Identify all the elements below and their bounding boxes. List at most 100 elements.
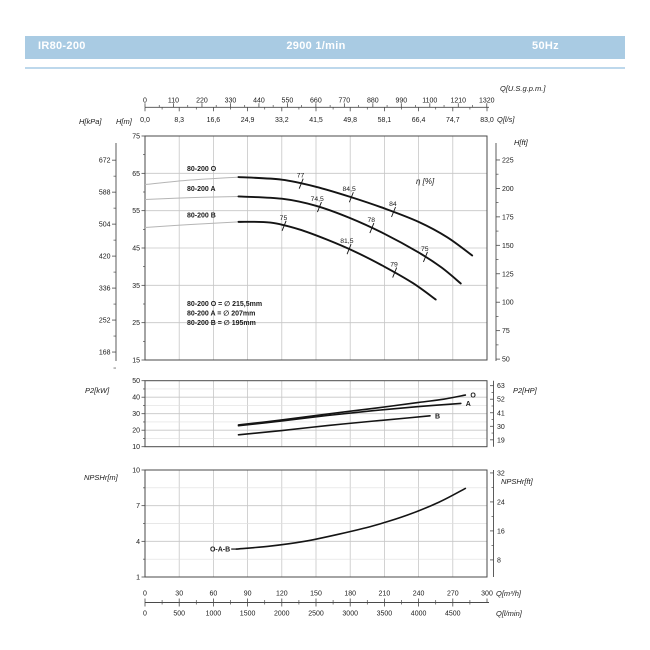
header-underline xyxy=(25,67,625,69)
lmin-tick-label: 3000 xyxy=(342,611,358,618)
lmin-tick-label: 2500 xyxy=(308,611,324,618)
header-bar: IR80-200 2900 1/min 50Hz xyxy=(25,36,625,59)
ls-tick-label: 0,0 xyxy=(140,117,150,124)
hft-tick-label: 125 xyxy=(502,271,514,278)
hm-tick-label: 55 xyxy=(132,208,140,215)
hp-tick-label: 30 xyxy=(497,424,505,431)
lmin-tick-label: 1000 xyxy=(206,611,222,618)
ls-tick-label: 83,0 xyxy=(480,117,494,124)
m3h-tick-label: 150 xyxy=(310,591,322,598)
ls-axis-label: Q[l/s] xyxy=(497,115,515,124)
hft-tick-label: 225 xyxy=(502,157,514,164)
hm-tick-label: 45 xyxy=(132,246,140,253)
m3h-tick-label: 60 xyxy=(210,591,218,598)
gpm-tick-label: 660 xyxy=(310,98,322,105)
gpm-tick-label: 770 xyxy=(339,98,351,105)
gpm-tick-label: 220 xyxy=(196,98,208,105)
m3h-tick-label: 180 xyxy=(344,591,356,598)
curve-name-label: 80-200 O xyxy=(187,166,217,173)
hft-tick-label: 100 xyxy=(502,300,514,307)
efficiency-label: 78 xyxy=(367,217,375,224)
pump-curve-B xyxy=(237,220,437,301)
kpa-tick-label: 504 xyxy=(99,222,111,229)
hft-tick-label: 75 xyxy=(502,328,510,335)
hft-tick-label: 175 xyxy=(502,214,514,221)
hft-tick-label: 50 xyxy=(502,357,510,364)
kpa-tick-label: 168 xyxy=(99,350,111,357)
ls-tick-label: 74,7 xyxy=(446,117,460,124)
impeller-diameter-label: 80-200 O = ∅ 215,5mm xyxy=(187,301,262,308)
hp-tick-label: 52 xyxy=(497,397,505,404)
efficiency-label: 77 xyxy=(297,173,305,180)
hm-axis-label: H[m] xyxy=(116,117,133,126)
hm-tick-label: 35 xyxy=(132,283,140,290)
lmin-tick-label: 3500 xyxy=(377,611,393,618)
ls-tick-label: 41,5 xyxy=(309,117,323,124)
hp-tick-label: 41 xyxy=(497,410,505,417)
pump-model-label: IR80-200 xyxy=(38,40,86,52)
m3h-tick-label: 300 xyxy=(481,591,493,598)
npshm-tick-label: 4 xyxy=(136,539,140,546)
kw-axis-label: P2[kW] xyxy=(85,386,110,395)
gpm-tick-label: 0 xyxy=(143,98,147,105)
kpa-tick-label: 588 xyxy=(99,190,111,197)
gpm-tick-label: 1100 xyxy=(422,98,437,105)
efficiency-label: 74,5 xyxy=(311,196,324,203)
m3h-tick-label: 240 xyxy=(413,591,425,598)
efficiency-tick xyxy=(298,178,304,189)
npshm-tick-label: 10 xyxy=(132,468,140,475)
kw-tick-label: 20 xyxy=(132,428,140,435)
kw-tick-label: 40 xyxy=(132,395,140,402)
kpa-tick-label: 420 xyxy=(99,254,111,261)
efficiency-tick xyxy=(423,251,428,263)
kpa-tick-label: 252 xyxy=(99,318,111,325)
hp-tick-label: 63 xyxy=(497,383,505,390)
power-curve-label: O xyxy=(470,393,476,400)
gpm-tick-label: 440 xyxy=(253,98,265,105)
efficiency-label: 79 xyxy=(390,262,398,269)
ls-tick-label: 49,8 xyxy=(343,117,357,124)
efficiency-label: 81,5 xyxy=(340,238,353,245)
lmin-axis-label: Q[l/min] xyxy=(496,609,523,618)
kpa-tick-label: 336 xyxy=(99,286,111,293)
pump-curve-ext-O xyxy=(144,176,239,186)
m3h-tick-label: 90 xyxy=(244,591,252,598)
kw-tick-label: 30 xyxy=(132,411,140,418)
impeller-diameter-label: 80-200 A = ∅ 207mm xyxy=(187,311,255,318)
m3h-tick-label: 120 xyxy=(276,591,288,598)
lmin-tick-label: 0 xyxy=(143,611,147,618)
ls-tick-label: 66,4 xyxy=(412,117,426,124)
ls-tick-label: 8,3 xyxy=(174,117,184,124)
npshm-axis-label: NPSHr[m] xyxy=(84,473,119,482)
lmin-tick-label: 1500 xyxy=(240,611,256,618)
m3h-tick-label: 210 xyxy=(379,591,391,598)
efficiency-label: 84 xyxy=(389,201,397,208)
npshft-tick-label: 16 xyxy=(497,528,505,535)
kw-tick-label: 50 xyxy=(132,378,140,385)
ls-tick-label: 16,6 xyxy=(207,117,221,124)
impeller-diameter-label: 80-200 B = ∅ 195mm xyxy=(187,320,256,327)
npshft-axis-label: NPSHr[ft] xyxy=(501,477,534,486)
npshft-tick-label: 24 xyxy=(497,499,505,506)
hft-axis-label: H[ft] xyxy=(514,138,529,147)
hm-tick-label: 25 xyxy=(132,320,140,327)
curve-name-label: 80-200 A xyxy=(187,186,216,193)
efficiency-tick xyxy=(348,192,354,203)
m3h-tick-label: 0 xyxy=(143,591,147,598)
pump-speed-label: 2900 1/min xyxy=(286,40,346,52)
power-curve-B xyxy=(237,415,431,436)
npsh-curve xyxy=(235,487,467,550)
hft-tick-label: 150 xyxy=(502,243,514,250)
pump-curve-A xyxy=(237,195,462,285)
npshm-tick-label: 1 xyxy=(136,575,140,582)
lmin-tick-label: 4500 xyxy=(445,611,461,618)
efficiency-tick xyxy=(317,201,322,213)
hp-tick-label: 19 xyxy=(497,437,505,444)
hm-tick-label: 65 xyxy=(132,171,140,178)
kpa-axis-label: H[kPa] xyxy=(79,117,102,126)
efficiency-label: 75 xyxy=(280,215,288,222)
m3h-axis-label: Q[m³/h] xyxy=(496,589,522,598)
lmin-tick-label: 2000 xyxy=(274,611,290,618)
power-curve-A xyxy=(237,402,462,427)
